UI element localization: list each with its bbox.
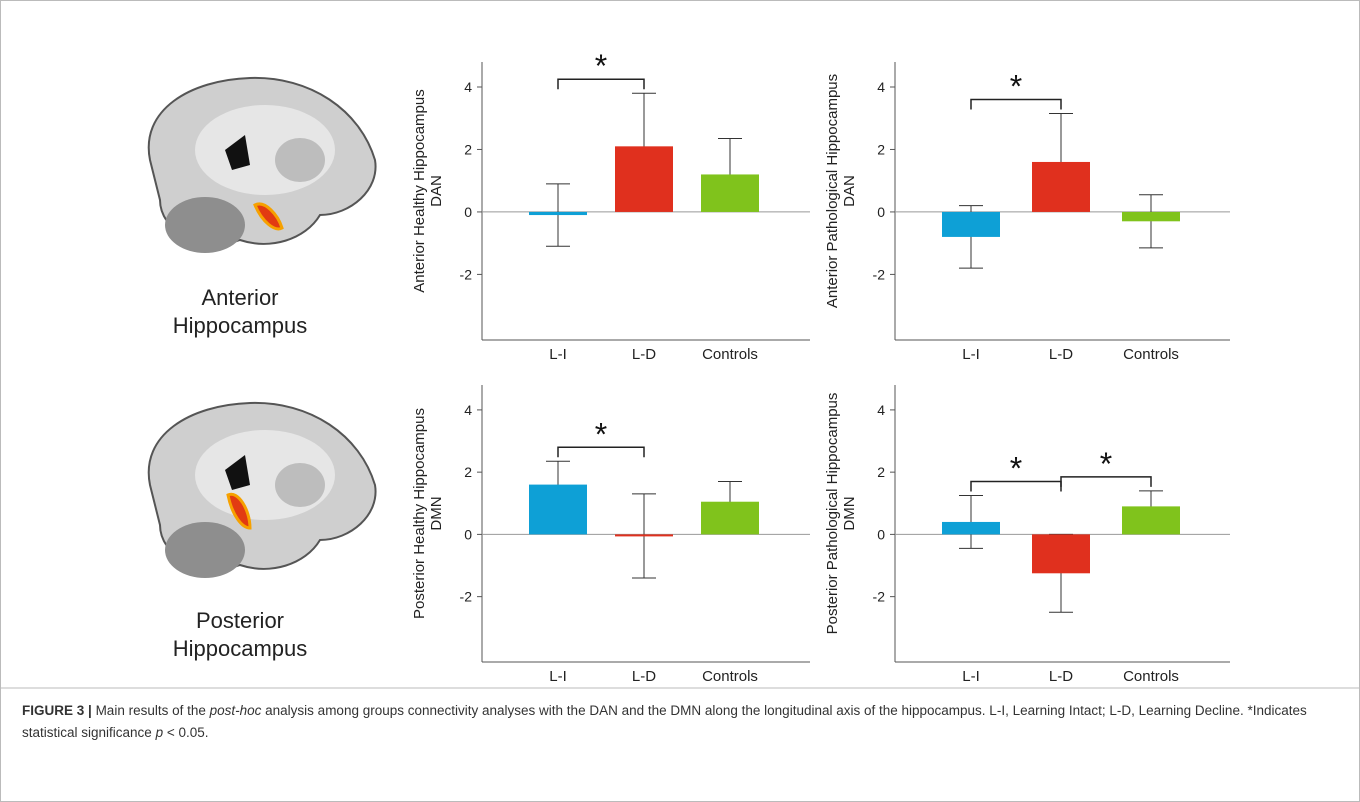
x-tick-label: L-D bbox=[632, 346, 656, 363]
caption-text: post-hoc bbox=[210, 703, 262, 718]
bar bbox=[1122, 212, 1180, 221]
bar bbox=[529, 485, 587, 535]
y-tick-label: -2 bbox=[873, 266, 886, 282]
caption-text: p bbox=[156, 725, 164, 740]
significance-label: * bbox=[1100, 446, 1112, 482]
y-tick-label: 0 bbox=[464, 526, 472, 542]
bar bbox=[529, 212, 587, 215]
bar bbox=[942, 522, 1000, 534]
x-tick-label: L-I bbox=[549, 346, 567, 363]
significance-label: * bbox=[1010, 69, 1022, 105]
x-tick-label: Controls bbox=[1123, 668, 1179, 685]
x-tick-label: L-D bbox=[1049, 346, 1073, 363]
y-tick-label: 2 bbox=[464, 464, 472, 480]
y-tick-label: 2 bbox=[464, 141, 472, 157]
y-axis-label: DAN bbox=[841, 175, 858, 207]
y-tick-label: 0 bbox=[464, 204, 472, 220]
y-tick-label: 0 bbox=[877, 204, 885, 220]
brain-label: Hippocampus bbox=[173, 313, 308, 338]
bar bbox=[1032, 162, 1090, 212]
y-axis-label: Anterior Pathological Hippocampus bbox=[824, 74, 841, 308]
bar bbox=[701, 174, 759, 211]
y-axis-label: Anterior Healthy Hippocampus bbox=[411, 89, 428, 292]
x-tick-label: L-I bbox=[549, 668, 567, 685]
y-tick-label: 4 bbox=[877, 402, 885, 418]
x-tick-label: L-I bbox=[962, 668, 980, 685]
figure: Anterior Hippocampus Posterior Hippocamp… bbox=[0, 0, 1360, 802]
y-tick-label: 2 bbox=[877, 464, 885, 480]
y-axis-label: Posterior Pathological Hippocampus bbox=[824, 393, 841, 635]
bar bbox=[1032, 534, 1090, 573]
y-tick-label: -2 bbox=[873, 589, 886, 605]
y-tick-label: 0 bbox=[877, 526, 885, 542]
caption-text: Main results of the bbox=[96, 703, 210, 718]
x-tick-label: L-I bbox=[962, 346, 980, 363]
brain-label: Anterior bbox=[201, 285, 278, 310]
y-axis-label: DMN bbox=[841, 496, 858, 530]
significance-label: * bbox=[1010, 450, 1022, 486]
brain-image bbox=[149, 78, 376, 253]
x-tick-label: Controls bbox=[702, 668, 758, 685]
y-tick-label: -2 bbox=[460, 266, 473, 282]
caption: FIGURE 3 | Main results of the post-hoc … bbox=[22, 700, 1342, 744]
caption-text: < 0.05. bbox=[163, 725, 208, 740]
bar bbox=[701, 502, 759, 535]
y-axis-label: Posterior Healthy Hippocampus bbox=[411, 408, 428, 619]
brain-label: Posterior bbox=[196, 608, 284, 633]
bar bbox=[615, 146, 673, 212]
brain-image bbox=[149, 403, 376, 578]
x-tick-label: Controls bbox=[1123, 346, 1179, 363]
bar bbox=[1122, 506, 1180, 534]
chart-area: Anterior Hippocampus Posterior Hippocamp… bbox=[0, 0, 1360, 802]
y-tick-label: -2 bbox=[460, 589, 473, 605]
significance-label: * bbox=[595, 48, 607, 84]
bar bbox=[942, 212, 1000, 237]
caption-label: FIGURE 3 | bbox=[22, 703, 92, 718]
y-tick-label: 4 bbox=[877, 79, 885, 95]
y-axis-label: DMN bbox=[428, 496, 445, 530]
brain-label: Hippocampus bbox=[173, 636, 308, 661]
x-tick-label: L-D bbox=[1049, 668, 1073, 685]
x-tick-label: L-D bbox=[632, 668, 656, 685]
y-axis-label: DAN bbox=[428, 175, 445, 207]
y-tick-label: 4 bbox=[464, 79, 472, 95]
x-tick-label: Controls bbox=[702, 346, 758, 363]
significance-label: * bbox=[595, 416, 607, 452]
y-tick-label: 2 bbox=[877, 141, 885, 157]
bar bbox=[615, 534, 673, 536]
y-tick-label: 4 bbox=[464, 402, 472, 418]
